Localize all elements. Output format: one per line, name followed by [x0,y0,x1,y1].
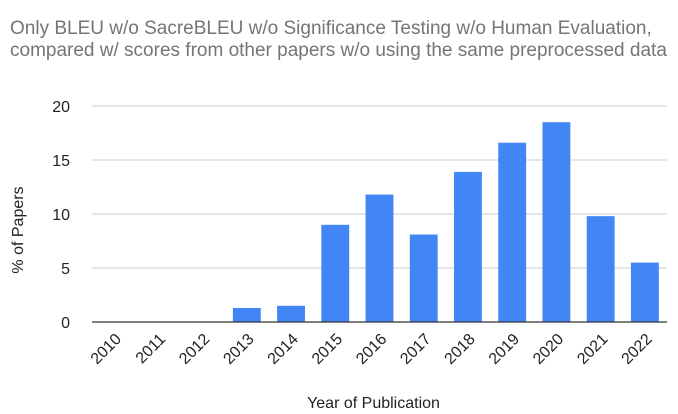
x-tick-label: 2018 [442,331,479,368]
bar-2020 [542,122,571,322]
x-tick-label: 2020 [530,331,567,368]
x-tick-label: 2014 [265,331,302,368]
x-tick-label: 2012 [176,331,213,368]
x-tick-label: 2021 [574,331,611,368]
chart-title: Only BLEU w/o SacreBLEU w/o Significance… [10,18,667,61]
y-tick-label: 0 [61,315,70,332]
bar-2013 [232,307,261,322]
x-axis-title: Year of Publication [307,395,440,412]
y-tick-label: 5 [61,261,70,278]
y-axis-ticks: 0 5 10 15 20 [52,99,70,332]
x-tick-label: 2016 [353,331,390,368]
bars [232,122,659,322]
bar-2014 [277,305,305,322]
x-tick-label: 2022 [619,331,656,368]
bar-2018 [454,171,482,322]
bar-2019 [498,142,527,322]
x-tick-label: 2019 [486,331,523,368]
bar-2017 [409,234,438,322]
y-tick-label: 15 [52,153,70,170]
x-tick-label: 2015 [309,331,346,368]
x-tick-label: 2011 [133,331,169,367]
y-axis-title: % of Papers [10,186,27,273]
y-tick-label: 10 [52,207,70,224]
bar-2016 [365,194,394,322]
bar-2022 [630,262,659,322]
x-tick-label: 2017 [397,331,434,368]
x-tick-label: 2013 [220,331,257,368]
bar-2015 [321,224,350,322]
y-tick-label: 20 [52,99,70,116]
bar-2021 [586,216,615,322]
x-tick-label: 2010 [88,331,125,368]
x-axis-ticks: 2010 2011 2012 2013 2014 2015 2016 2017 2018 2019… [88,331,656,368]
